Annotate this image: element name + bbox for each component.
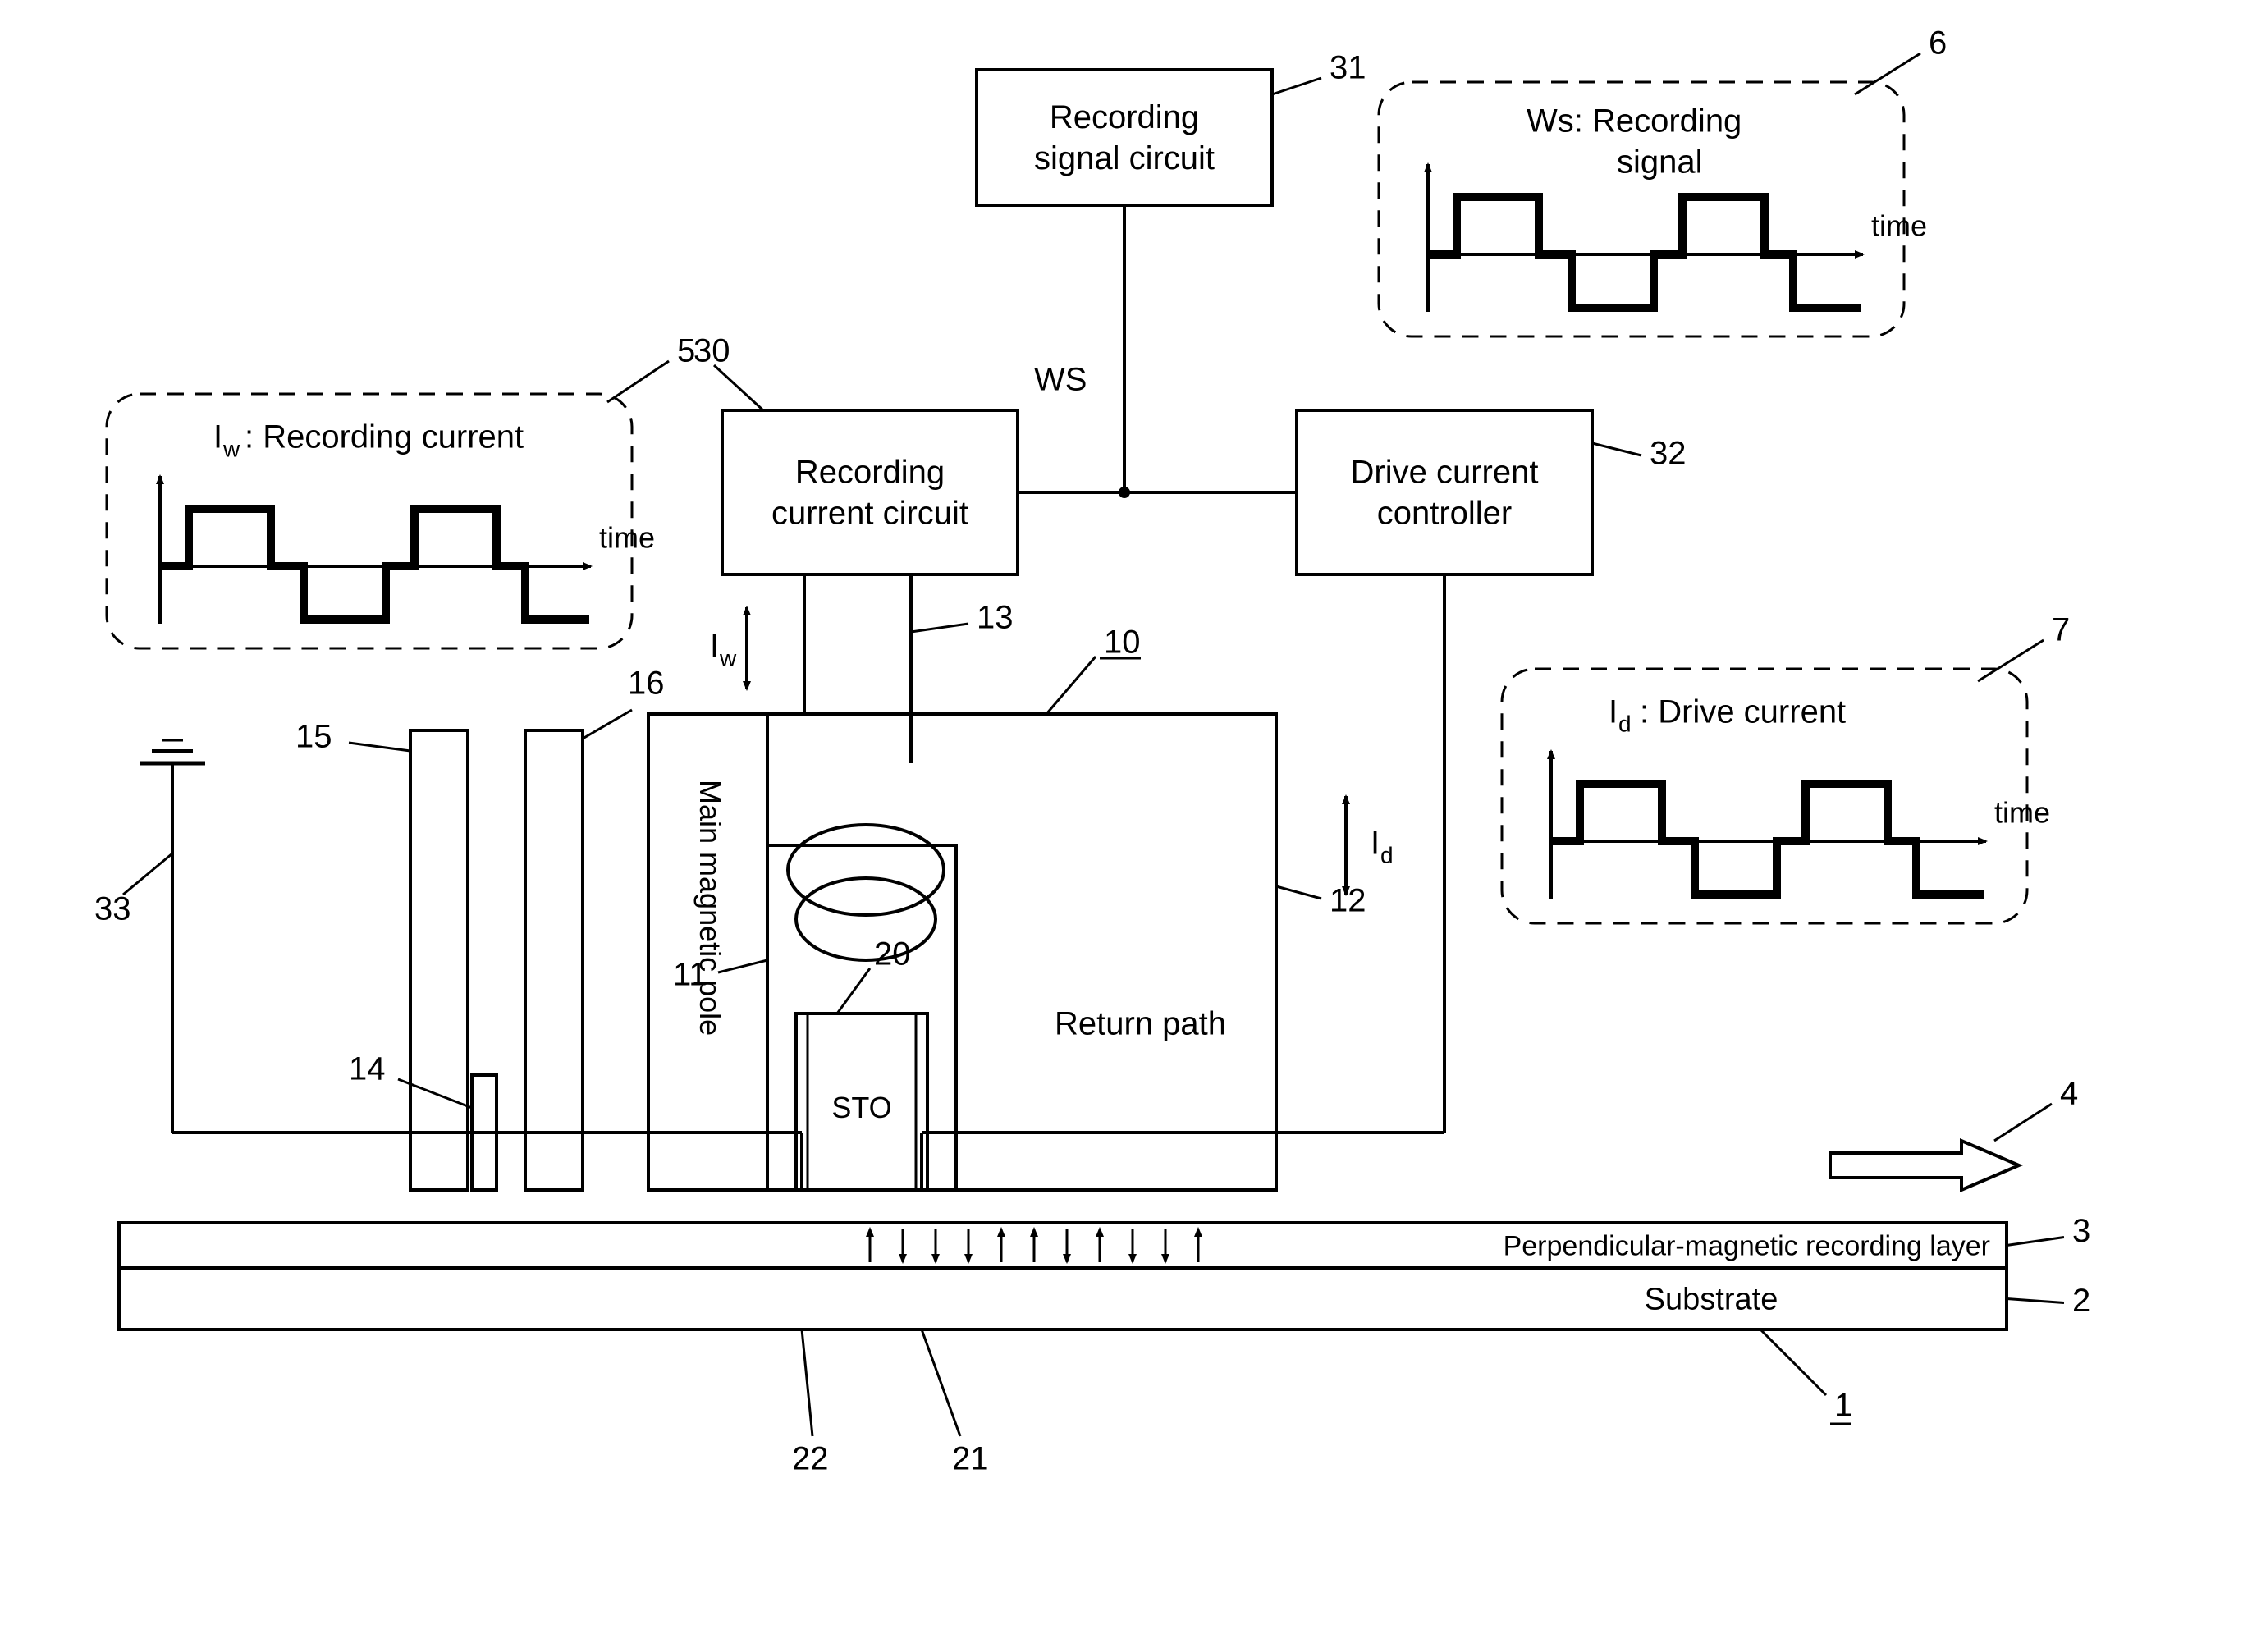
axis-label: time <box>599 521 655 555</box>
label: controller <box>1377 496 1513 532</box>
ws-label: WS <box>1034 362 1087 398</box>
drive-current-controller <box>1297 410 1592 574</box>
label: 3 <box>2072 1213 2090 1249</box>
label: Recording <box>795 455 945 491</box>
label: 32 <box>1650 436 1687 472</box>
callout-title: signal <box>1617 144 1703 181</box>
leader <box>349 743 410 751</box>
label: 13 <box>977 600 1014 636</box>
label: current circuit <box>771 496 968 532</box>
label: 33 <box>94 891 131 927</box>
label: 15 <box>295 719 332 755</box>
label: d <box>1380 842 1394 867</box>
shield-1 <box>410 730 468 1190</box>
label: 7 <box>2052 612 2070 648</box>
label: 12 <box>1330 883 1366 919</box>
label: 22 <box>792 1441 829 1477</box>
motion-arrow <box>1830 1141 2019 1190</box>
label: Drive current <box>1351 455 1539 491</box>
label: 21 <box>952 1441 989 1477</box>
shield-2 <box>525 730 583 1190</box>
leader <box>2007 1238 2064 1246</box>
label: 11 <box>673 957 707 993</box>
leader <box>922 1329 960 1436</box>
waveform <box>160 509 589 620</box>
leader <box>1276 886 1321 899</box>
leader <box>1994 1104 2052 1141</box>
label: w <box>719 645 737 670</box>
leader <box>2007 1299 2064 1303</box>
layer2-label: Substrate <box>1645 1283 1778 1317</box>
recording-current-circuit <box>722 410 1018 574</box>
label: 10 <box>1104 625 1141 661</box>
label: I <box>1609 694 1618 730</box>
label: 2 <box>2072 1283 2090 1319</box>
recording-signal-circuit <box>977 70 1272 205</box>
leader <box>1760 1329 1826 1395</box>
label: 20 <box>874 936 911 972</box>
label: : Drive current <box>1640 694 1846 730</box>
label: d <box>1618 711 1632 736</box>
axis-label: time <box>1994 796 2050 830</box>
main-pole-label: Main magnetic pole <box>693 780 727 1036</box>
return-path-label: Return path <box>1055 1006 1226 1042</box>
label: Recording <box>1050 99 1199 135</box>
leader <box>583 710 632 739</box>
waveform <box>1551 784 1984 895</box>
label: I <box>1371 826 1380 862</box>
label: 1 <box>1834 1388 1852 1424</box>
layer3-label: Perpendicular-magnetic recording layer <box>1504 1230 1990 1261</box>
label: signal circuit <box>1034 140 1215 176</box>
label: 31 <box>1330 50 1366 86</box>
waveform <box>1428 197 1861 308</box>
leader <box>802 1329 812 1436</box>
sto-label: STO <box>831 1091 891 1124</box>
callout-title: I <box>213 419 222 455</box>
label: 30 <box>693 333 730 369</box>
leader <box>1046 657 1096 714</box>
callout-title-sub: w <box>222 436 240 461</box>
label: 16 <box>628 666 665 702</box>
label: 14 <box>349 1051 386 1087</box>
callout-title: Ws: Recording <box>1527 103 1742 140</box>
label: 6 <box>1929 25 1947 62</box>
label: 4 <box>2060 1076 2078 1112</box>
axis-label: time <box>1871 209 1927 243</box>
label: 5 <box>677 333 695 369</box>
callout-title: : Recording current <box>245 419 524 455</box>
label: I <box>710 629 719 665</box>
